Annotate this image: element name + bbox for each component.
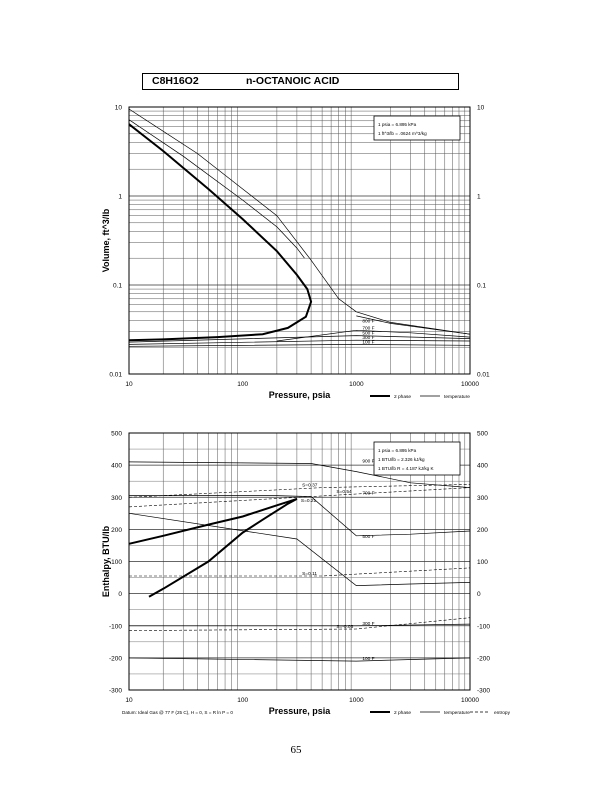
chart2-curve-label: 700 F bbox=[362, 491, 374, 497]
chart2-legend-label: temperature bbox=[444, 710, 470, 716]
chart1-y-tick-label-right: 0.01 bbox=[477, 372, 490, 379]
compound-name: n-OCTANOIC ACID bbox=[246, 75, 340, 87]
chart2-conversion-text: 1 BTU/lb R = 4.187 kJ/kg K bbox=[378, 466, 434, 471]
chart2-conversion-text: 1 BTU/lb = 2.326 kJ/kg bbox=[378, 457, 425, 462]
chart1-plot-frame bbox=[128, 106, 471, 375]
chart2-y-tick-label: 100 bbox=[111, 559, 122, 566]
chart2-y-tick-label-right: 500 bbox=[477, 431, 488, 438]
chart1-x-tick-label: 1000 bbox=[349, 381, 364, 388]
chart2-y-tick-label: 500 bbox=[111, 431, 122, 438]
chart2-isotherm-line bbox=[128, 512, 471, 586]
chart1-y-tick-label-right: 1 bbox=[477, 194, 481, 201]
chart2-x-tick-label: 1000 bbox=[349, 697, 364, 704]
chart2-y-tick-label-right: -200 bbox=[477, 655, 490, 662]
chart1-x-tick-label: 100 bbox=[237, 381, 248, 388]
chart2-x-tick-label: 10 bbox=[125, 697, 133, 704]
chart2-conversion-box bbox=[373, 441, 461, 476]
chart1-isotherm-line bbox=[128, 119, 305, 259]
chart2-y-tick-label: 300 bbox=[111, 495, 122, 502]
chart2-y-tick-label-right: 400 bbox=[477, 463, 488, 470]
chart2-conversion-text: 1 psia = 6.895 kPa bbox=[378, 448, 417, 453]
chart1-x-tick-label: 10 bbox=[125, 381, 133, 388]
chart2-two-phase-curve bbox=[128, 497, 298, 598]
chart1-curve-label: 300 F bbox=[362, 335, 374, 341]
chart1-curve-label: 700 F bbox=[362, 325, 374, 331]
chart2-y-tick-label: 400 bbox=[111, 463, 122, 470]
chart2-plot-frame bbox=[128, 432, 471, 691]
chart2-y-tick-label-right: 0 bbox=[477, 591, 481, 598]
chart2-y-tick-label: -200 bbox=[109, 655, 122, 662]
chart1-curve-label: 500 F bbox=[362, 331, 374, 337]
chart2-x-tick-label: 10000 bbox=[461, 697, 479, 704]
chart1-isotherm-line bbox=[128, 108, 471, 335]
chart1-isotherm-line bbox=[276, 329, 471, 342]
chart1-curve-label: 100 F bbox=[362, 339, 374, 345]
chart1-isotherm-line bbox=[356, 315, 471, 335]
chart1-y-tick-label-right: 10 bbox=[477, 105, 485, 112]
chart2-x-axis-label: Pressure, psia bbox=[269, 706, 332, 716]
chart2-isentrope-line bbox=[128, 484, 471, 498]
formula-label: C8H16O2 bbox=[152, 75, 199, 87]
chart2-isentrope-line bbox=[128, 617, 471, 631]
chart2-isentrope-line bbox=[129, 567, 471, 577]
chart2-curve-label: 100 F bbox=[362, 656, 374, 662]
chart1-y-tick-label: 0.01 bbox=[109, 372, 122, 379]
chart2-curve-label: S=0.54 bbox=[336, 489, 352, 495]
chart2-y-tick-label-right: 300 bbox=[477, 495, 488, 502]
chart1-y-tick-label: 0.1 bbox=[113, 283, 122, 290]
chart2-isotherm-line bbox=[128, 461, 471, 488]
chart1-x-tick-label: 10000 bbox=[461, 381, 479, 388]
chart1-two-phase-curve bbox=[128, 123, 313, 342]
chart2-y-tick-label-right: -100 bbox=[477, 623, 490, 630]
chart2-datum-note: Datum: Ideal Gas @ 77 F (25 C), H = 0, S… bbox=[122, 710, 233, 715]
chart2-isentrope-line bbox=[128, 487, 471, 508]
chart1-curve-label: 800 F bbox=[362, 318, 374, 324]
chart2-curve-label: 900 F bbox=[362, 459, 374, 465]
chart1-conversion-text: 1 psia = 6.895 kPa bbox=[378, 122, 417, 127]
chart1-legend-label: temperature bbox=[444, 394, 470, 400]
chart1-conversion-text: 1 ft^3/lb = .0624 m^3/kg bbox=[378, 131, 427, 136]
chart2-y-tick-label-right: -300 bbox=[477, 688, 490, 695]
chart2-y-tick-label: -300 bbox=[109, 688, 122, 695]
chart1-y-tick-label-right: 0.1 bbox=[477, 283, 486, 290]
chart1-y-axis-label: Volume, ft^3/lb bbox=[101, 208, 111, 272]
chart2-curve-label: 300 F bbox=[362, 621, 374, 627]
chart1-conversion-box bbox=[373, 115, 461, 141]
chart1-isotherm-line bbox=[128, 335, 471, 343]
chart2-isotherm-line bbox=[129, 623, 471, 627]
chart2-legend-label: 2 phase bbox=[394, 710, 411, 716]
chart2-y-tick-label: 0 bbox=[118, 591, 122, 598]
chart2-y-axis-label: Enthalpy, BTU/lb bbox=[101, 525, 111, 597]
chart2-y-tick-label: 200 bbox=[111, 527, 122, 534]
chart1-isotherm-line bbox=[128, 344, 471, 347]
chart2-y-tick-label: -100 bbox=[109, 623, 122, 630]
chart1-x-axis-label: Pressure, psia bbox=[269, 390, 332, 400]
chart2-isotherm-line bbox=[129, 495, 471, 537]
chart2-curve-label: S=0.11 bbox=[302, 571, 317, 577]
chart2-legend-label: entropy bbox=[494, 710, 511, 716]
chart2-y-tick-label-right: 100 bbox=[477, 559, 488, 566]
chart1-y-tick-label: 10 bbox=[115, 105, 123, 112]
chart2-annotation-label: S=0.21 bbox=[301, 498, 317, 504]
chart2-curve-label: 500 F bbox=[362, 534, 374, 540]
chart2-x-tick-label: 100 bbox=[237, 697, 248, 704]
chart2-isotherm-line bbox=[128, 657, 471, 662]
chart1-isotherm-line bbox=[128, 339, 471, 345]
chart-title-box: C8H16O2 n-OCTANOIC ACID bbox=[142, 73, 459, 90]
chart1-y-tick-label: 1 bbox=[118, 194, 122, 201]
page-number: 65 bbox=[290, 744, 302, 756]
chart1-legend-label: 2 phase bbox=[394, 394, 411, 400]
chart2-y-tick-label-right: 200 bbox=[477, 527, 488, 534]
chart2-curve-label: S=-0.05 bbox=[336, 624, 353, 630]
chart2-curve-label: S=0.37 bbox=[302, 483, 318, 489]
